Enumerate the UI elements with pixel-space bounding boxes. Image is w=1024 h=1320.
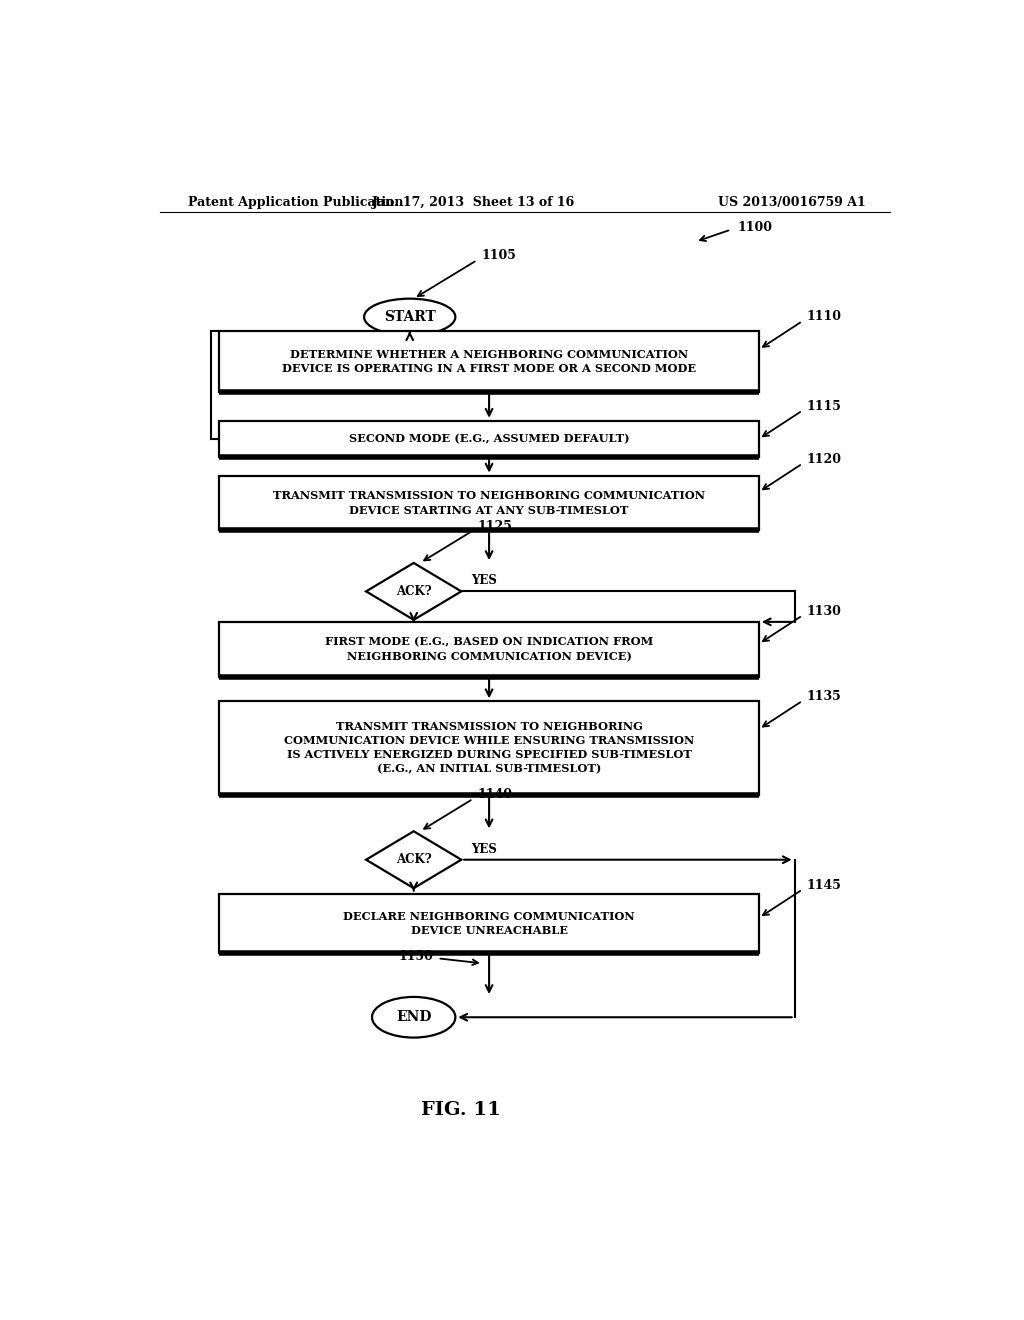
Text: 1135: 1135 [807,690,842,704]
Text: START: START [384,310,435,323]
Text: YES: YES [471,842,497,855]
Text: FIRST MODE (E.G., BASED ON INDICATION FROM
NEIGHBORING COMMUNICATION DEVICE): FIRST MODE (E.G., BASED ON INDICATION FR… [325,636,653,661]
Text: 1105: 1105 [481,249,516,263]
Bar [219,701,759,795]
Polygon shape [367,832,461,888]
Text: Patent Application Publication: Patent Application Publication [187,195,403,209]
Text: NO: NO [422,899,442,911]
Text: 1140: 1140 [477,788,512,801]
Text: 1145: 1145 [807,879,842,892]
Bar [219,421,759,457]
Text: 1115: 1115 [807,400,842,413]
Text: NO: NO [422,630,442,643]
Text: ACK?: ACK? [396,585,431,598]
Text: ACK?: ACK? [396,853,431,866]
Text: TRANSMIT TRANSMISSION TO NEIGHBORING COMMUNICATION
DEVICE STARTING AT ANY SUB-TI: TRANSMIT TRANSMISSION TO NEIGHBORING COM… [273,491,706,516]
Text: 1120: 1120 [807,453,842,466]
Text: DETERMINE WHETHER A NEIGHBORING COMMUNICATION
DEVICE IS OPERATING IN A FIRST MOD: DETERMINE WHETHER A NEIGHBORING COMMUNIC… [282,348,696,375]
Text: END: END [396,1010,431,1024]
Text: 1110: 1110 [807,310,842,323]
Text: Jan. 17, 2013  Sheet 13 of 16: Jan. 17, 2013 Sheet 13 of 16 [372,195,574,209]
Text: SECOND MODE (E.G., ASSUMED DEFAULT): SECOND MODE (E.G., ASSUMED DEFAULT) [349,433,630,445]
Text: YES: YES [471,574,497,587]
Text: 1125: 1125 [477,520,512,533]
Bar [219,475,759,531]
Text: 1130: 1130 [807,605,842,618]
Text: 1100: 1100 [737,220,772,234]
Text: FIG. 11: FIG. 11 [421,1101,502,1119]
Text: DECLARE NEIGHBORING COMMUNICATION
DEVICE UNREACHABLE: DECLARE NEIGHBORING COMMUNICATION DEVICE… [343,911,635,936]
Ellipse shape [372,997,456,1038]
Text: US 2013/0016759 A1: US 2013/0016759 A1 [718,195,866,209]
Bar [219,622,759,677]
Polygon shape [367,562,461,620]
Ellipse shape [365,298,456,335]
Text: TRANSMIT TRANSMISSION TO NEIGHBORING
COMMUNICATION DEVICE WHILE ENSURING TRANSMI: TRANSMIT TRANSMISSION TO NEIGHBORING COM… [284,721,694,775]
Bar [219,894,759,953]
Bar [219,331,759,392]
Text: 1150: 1150 [398,950,433,962]
